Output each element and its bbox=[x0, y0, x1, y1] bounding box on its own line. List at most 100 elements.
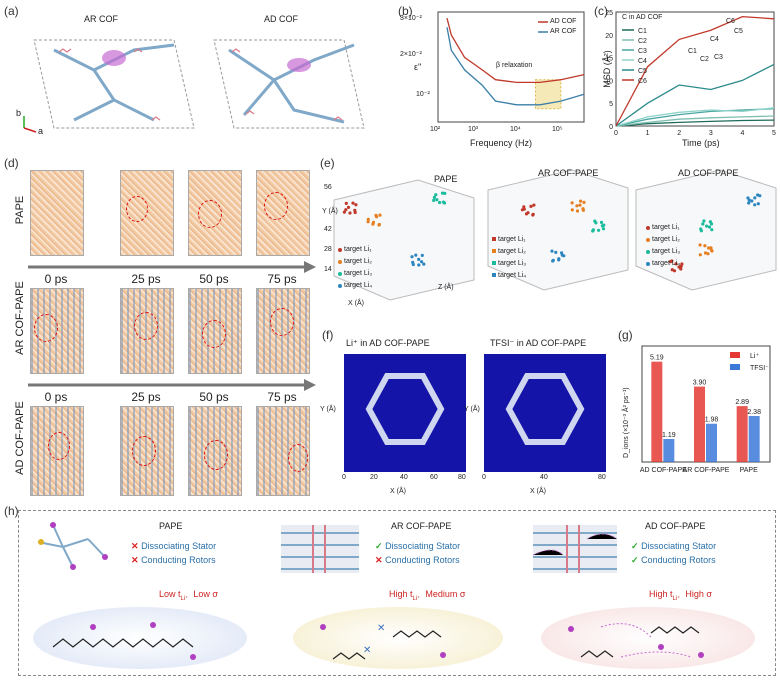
h-pape-result-b: Low σ bbox=[193, 589, 218, 599]
e-legend-3-1: target Li₂ bbox=[652, 236, 681, 243]
e-point bbox=[342, 210, 346, 214]
h-ar-stator-text: Dissociating Stator bbox=[385, 541, 461, 551]
e-legend-1-3: target Li₄ bbox=[344, 282, 373, 289]
c-legend-c2: C2 bbox=[638, 38, 647, 45]
ar-cof-stack bbox=[281, 525, 359, 573]
ar-cof-title: AR COF bbox=[84, 14, 119, 24]
b-ylabel: ε'' bbox=[414, 62, 422, 72]
panel-e-figure: PAPE AR COF-PAPE AD COF-PAPE target Li₁ … bbox=[318, 160, 778, 320]
pape-chain bbox=[52, 622, 196, 660]
g-bar-Li⁺-2 bbox=[736, 406, 748, 462]
e-point bbox=[703, 251, 708, 255]
h-ad-rotors: ✓ Conducting Rotors bbox=[631, 555, 716, 566]
e-point bbox=[702, 219, 706, 223]
axis-b-label: b bbox=[16, 108, 22, 118]
h-ar-title: AR COF-PAPE bbox=[391, 521, 452, 531]
e-legend-2-2: target Li₃ bbox=[498, 260, 527, 267]
e-point bbox=[434, 193, 438, 197]
f-right-title: TFSI⁻ in AD COF-PAPE bbox=[490, 338, 587, 348]
h-ad-stator: ✓ Dissociating Stator bbox=[631, 541, 716, 552]
e-point bbox=[438, 200, 442, 205]
c-legend-c5: C5 bbox=[638, 68, 647, 75]
g-bar-label: 5.19 bbox=[650, 355, 664, 362]
panel-b-label: (b) bbox=[398, 4, 413, 18]
e-point bbox=[701, 222, 705, 226]
h-ad-result: High tLi⁺ High σ bbox=[649, 589, 712, 602]
e-point bbox=[698, 253, 702, 257]
b-xtick-1: 10³ bbox=[468, 126, 479, 133]
e-point bbox=[366, 220, 370, 224]
panel-c-chart: 0 5 10 15 20 25 0 1 2 3 4 5 C in AD COF C1 C2 C3 C4… bbox=[592, 4, 778, 152]
c-ytick: 25 bbox=[605, 10, 613, 17]
f-xtick-2: 40 bbox=[400, 474, 408, 481]
e-point bbox=[377, 222, 381, 227]
c-ytick: 5 bbox=[609, 101, 613, 108]
e-ylabel: Y (Å) bbox=[322, 208, 338, 215]
e-legend-2-3: target Li₄ bbox=[498, 272, 527, 279]
ar-chain: ✕✕ bbox=[320, 623, 446, 660]
c-series-C5 bbox=[615, 63, 775, 127]
c-ytick: 10 bbox=[605, 78, 613, 85]
e-point bbox=[550, 249, 554, 253]
axis-a-label: a bbox=[38, 126, 44, 136]
e-legend-1-2: target Li₃ bbox=[344, 270, 373, 277]
g-ylabel: D_ions (×10⁻³ Å² ps⁻¹) bbox=[623, 387, 630, 458]
h-ar-result-a: High t bbox=[389, 589, 413, 599]
f-xtick-1: 20 bbox=[370, 474, 378, 481]
e-ytick-2: 28 bbox=[324, 246, 332, 253]
c-struct-c2: C2 bbox=[700, 56, 709, 63]
e-box-0 bbox=[333, 179, 475, 301]
e-point bbox=[348, 211, 352, 215]
e-point bbox=[602, 223, 606, 227]
e-legend-1-1: target Li₂ bbox=[344, 258, 373, 265]
e-title-ar: AR COF-PAPE bbox=[538, 168, 599, 178]
e-point bbox=[411, 262, 415, 267]
b-xlabel: Frequency (Hz) bbox=[470, 138, 533, 148]
e-legend-marker bbox=[338, 272, 342, 276]
g-bar-TFSI⁻-0 bbox=[663, 438, 675, 462]
e-legend-marker bbox=[646, 262, 650, 266]
e-legend-marker bbox=[338, 248, 342, 252]
d-time-arrow-2 bbox=[28, 379, 316, 391]
c-struct-c6: C6 bbox=[726, 18, 735, 25]
e-legend-marker bbox=[646, 226, 650, 230]
e-point bbox=[707, 246, 711, 250]
d-row-ad: AD COF-PAPE bbox=[14, 401, 26, 475]
panel-h-figure: PAPE ✕ Dissociating Stator ✕ Conducting … bbox=[18, 510, 776, 676]
d-ring-pape-50 bbox=[198, 200, 222, 228]
e-point bbox=[435, 198, 439, 202]
e-point bbox=[354, 203, 358, 207]
c-struct-c4: C4 bbox=[710, 36, 719, 43]
e-legend-marker bbox=[492, 261, 496, 265]
e-point bbox=[432, 198, 436, 202]
d-ring-ar-25 bbox=[134, 312, 158, 340]
g-bar-Li⁺-0 bbox=[651, 361, 663, 462]
f-left-title: Li⁺ in AD COF-PAPE bbox=[346, 338, 430, 348]
e-point bbox=[599, 220, 604, 224]
pape-molecule bbox=[37, 522, 108, 570]
f-xtick-0: 0 bbox=[342, 474, 346, 481]
b-xtick-0: 10² bbox=[430, 126, 441, 133]
cross-icon: ✕ bbox=[131, 541, 139, 551]
e-point bbox=[351, 201, 355, 205]
d-ring-ad-25 bbox=[132, 436, 156, 466]
d-ring-pape-25 bbox=[126, 196, 148, 222]
h-col-ar: AR COF-PAPE ✓ Dissociating Stator ✕ Cond… bbox=[271, 511, 521, 675]
e-point bbox=[371, 220, 376, 224]
d-time2-50: 50 ps bbox=[199, 390, 229, 404]
e-legend-marker bbox=[492, 249, 496, 253]
h-pape-rotors-text: Conducting Rotors bbox=[141, 555, 216, 565]
h-ad-rotors-text: Conducting Rotors bbox=[641, 555, 716, 565]
e-point bbox=[594, 221, 598, 225]
e-legend-marker bbox=[338, 260, 342, 264]
dielectric-loss-chart bbox=[437, 11, 585, 123]
d-ring-pape-75 bbox=[264, 192, 288, 220]
e-legend-1-0: target Li₁ bbox=[344, 246, 372, 253]
g-bar-label: 3.90 bbox=[693, 380, 707, 387]
check-icon: ✓ bbox=[631, 541, 639, 551]
g-xtick-label: AD COF-PAPE bbox=[640, 467, 687, 474]
e-point bbox=[557, 258, 561, 262]
b-yticks-0: 3×10⁻² bbox=[400, 15, 422, 22]
e-legend-2-1: target Li₂ bbox=[498, 248, 527, 255]
e-point bbox=[529, 204, 533, 208]
